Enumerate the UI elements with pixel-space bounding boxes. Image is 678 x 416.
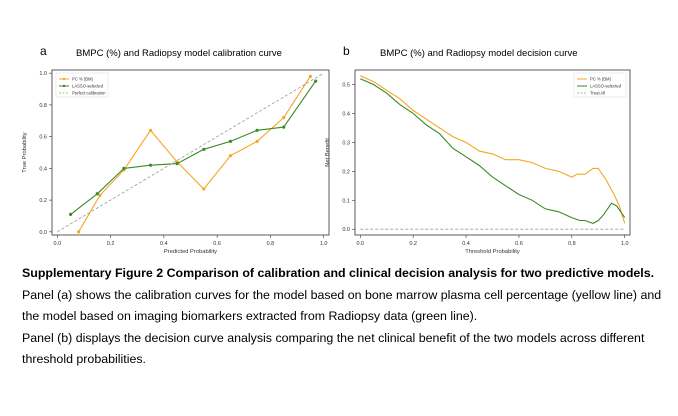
legend-marker	[62, 84, 66, 88]
x-tick-label: 0.0	[356, 241, 364, 247]
legend-marker	[62, 77, 66, 81]
plot-frame	[354, 69, 631, 236]
y-tick-label: 0.6	[39, 135, 47, 141]
data-point	[308, 74, 312, 78]
decision-curve-chart: 0.0 0.2 0.4 0.6 0.8 1.0 0.0 0.1 0.2 0.3 0.4 0.5 Thre…	[325, 69, 631, 255]
data-point	[77, 230, 81, 234]
plot-frame	[51, 69, 330, 236]
legend: PC % (BM) LASSO-selected Perfect calibrati…	[55, 72, 109, 98]
data-point	[228, 139, 233, 143]
legend-entry: PC % (BM)	[590, 77, 612, 82]
x-axis-label: Threshold Probability	[465, 249, 520, 255]
data-point	[122, 166, 126, 170]
y-tick-label: 0.3	[342, 140, 350, 146]
x-tick-label: 0.6	[213, 241, 221, 247]
y-tick-label: 0.2	[39, 198, 47, 204]
legend-entry: PC % (BM)	[72, 77, 94, 82]
panel-a-title: BMPC (%) and Radiopsy model calibration …	[76, 48, 282, 59]
caption-paragraph-b: Panel (b) displays the decision curve an…	[22, 330, 645, 367]
y-tick-label: 0.0	[342, 227, 350, 233]
data-point	[175, 162, 179, 166]
data-point	[148, 163, 153, 167]
series-line-bmpc	[360, 75, 626, 224]
calibration-chart: 0.0 0.2 0.4 0.6 0.8 1.0 0.0 0.2 0.4 0.6 0.8 1.0 Pred…	[22, 69, 330, 255]
x-tick-label: 0.2	[409, 241, 417, 247]
caption-heading: Supplementary Figure 2 Comparison of cal…	[22, 266, 655, 280]
panel-b-title: BMPC (%) and Radiopsy model decision cur…	[380, 48, 578, 59]
data-point	[148, 128, 153, 132]
legend-box	[573, 72, 627, 98]
x-tick-label: 0.0	[53, 241, 61, 247]
y-tick-label: 1.0	[39, 71, 47, 77]
x-tick-label: 1.0	[621, 241, 629, 247]
series-line-reference	[57, 72, 324, 233]
series-line-bmpc	[78, 76, 311, 233]
x-tick-label: 0.4	[462, 241, 470, 247]
x-axis-label: Predicted Probability	[164, 249, 217, 255]
data-point	[69, 212, 73, 216]
y-axis-label: True Probability	[22, 132, 28, 172]
y-axis-label: Net Benefit	[325, 138, 331, 167]
figure-caption: Supplementary Figure 2 Comparison of cal…	[22, 263, 662, 371]
legend: PC % (BM) LASSO-selected Treat All	[573, 72, 627, 98]
x-tick-label: 0.6	[515, 241, 523, 247]
legend-entry: Treat All	[590, 91, 605, 96]
data-point	[95, 192, 99, 196]
data-point	[255, 128, 259, 132]
data-point	[282, 125, 286, 129]
y-tick-label: 0.1	[342, 198, 350, 204]
data-point	[202, 187, 206, 191]
data-point	[255, 139, 259, 143]
legend-entry: Perfect calibration	[72, 91, 106, 96]
panel-b-letter: b	[343, 44, 350, 58]
y-tick-label: 0.8	[39, 103, 47, 109]
caption-paragraph-a: Panel (a) shows the calibration curves f…	[22, 287, 662, 324]
x-tick-label: 0.8	[267, 241, 275, 247]
y-tick-label: 0.5	[342, 82, 350, 88]
data-point	[282, 115, 286, 120]
series-line-lasso	[360, 78, 626, 225]
legend-entry: LASSO-selected	[590, 84, 622, 89]
y-tick-label: 0.4	[342, 111, 350, 117]
x-tick-label: 1.0	[320, 241, 328, 247]
x-tick-label: 0.2	[107, 241, 115, 247]
panel-a-letter: a	[40, 44, 47, 58]
y-tick-label: 0.0	[39, 230, 47, 236]
data-point	[228, 154, 233, 158]
legend-box	[55, 72, 109, 98]
data-point	[202, 147, 206, 151]
y-tick-label: 0.2	[342, 169, 350, 175]
data-point	[98, 193, 102, 197]
series-line-lasso	[70, 80, 317, 215]
x-tick-label: 0.4	[160, 241, 168, 247]
legend-entry: LASSO-selected	[72, 84, 104, 89]
data-point	[314, 79, 318, 83]
y-tick-label: 0.4	[39, 166, 47, 172]
x-tick-label: 0.8	[568, 241, 576, 247]
